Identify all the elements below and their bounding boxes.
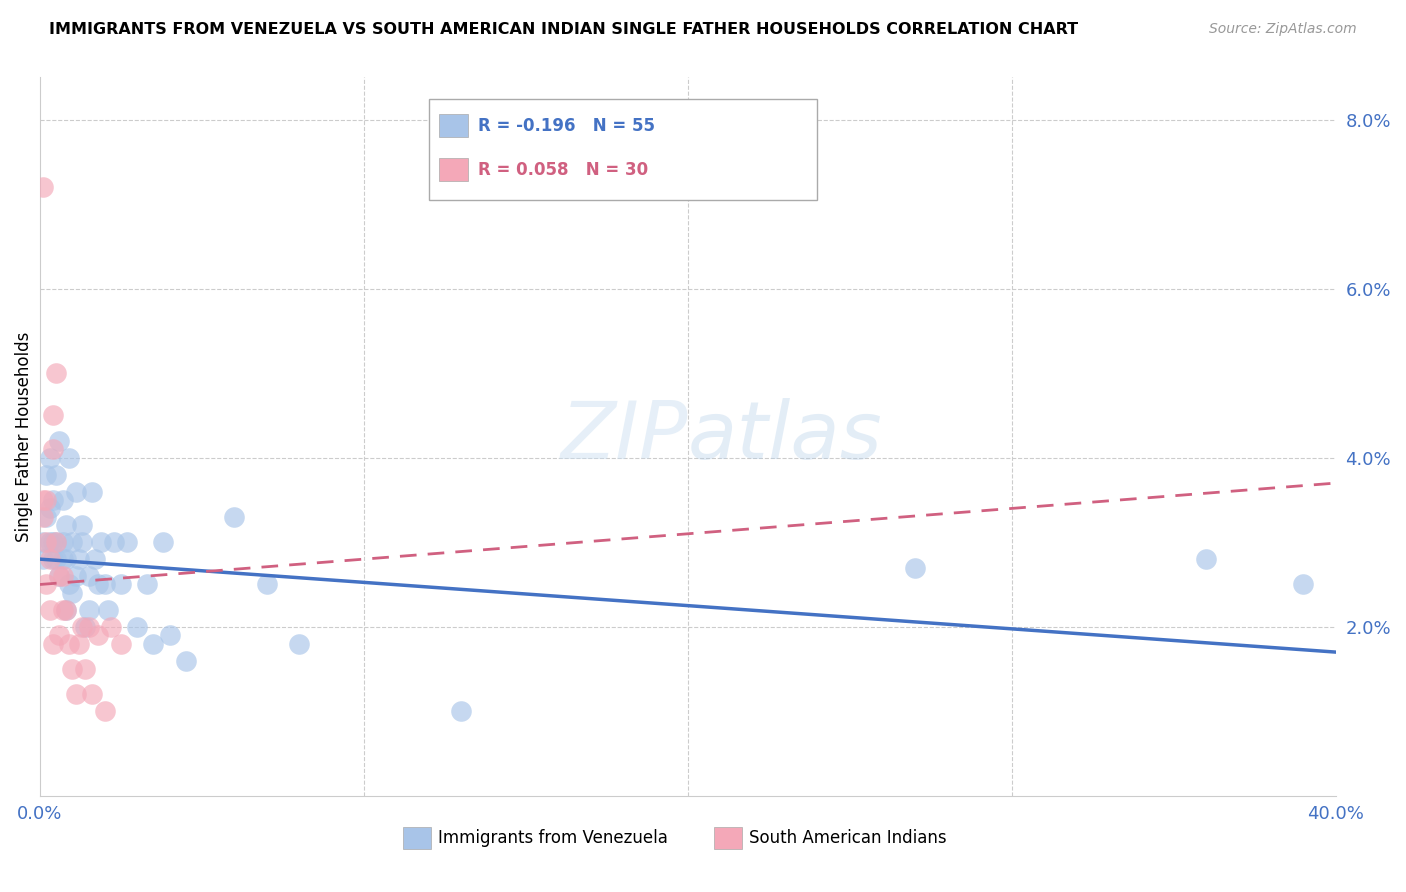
Point	[58, 637, 80, 651]
Point	[42, 493, 65, 508]
Y-axis label: Single Father Households: Single Father Households	[15, 332, 32, 541]
Point	[58, 577, 80, 591]
Text: R = -0.196   N = 55: R = -0.196 N = 55	[478, 117, 655, 135]
Point	[65, 484, 87, 499]
Point	[52, 569, 75, 583]
Point	[32, 493, 55, 508]
Text: atlas: atlas	[688, 398, 883, 475]
Point	[45, 535, 67, 549]
Point	[450, 704, 472, 718]
Point	[70, 620, 93, 634]
Point	[52, 552, 75, 566]
Point	[67, 637, 90, 651]
Point	[93, 704, 115, 718]
Point	[103, 535, 125, 549]
Point	[77, 603, 100, 617]
Text: R = 0.058   N = 30: R = 0.058 N = 30	[478, 161, 648, 179]
Point	[70, 535, 93, 549]
Point	[48, 569, 70, 583]
Point	[65, 569, 87, 583]
Point	[38, 603, 60, 617]
Point	[35, 509, 58, 524]
Point	[48, 628, 70, 642]
Point	[903, 560, 925, 574]
Point	[55, 603, 77, 617]
Point	[45, 467, 67, 482]
Point	[55, 552, 77, 566]
Point	[38, 501, 60, 516]
Point	[48, 569, 70, 583]
Point	[117, 535, 139, 549]
Point	[77, 620, 100, 634]
Point	[65, 687, 87, 701]
Point	[35, 535, 58, 549]
Point	[45, 535, 67, 549]
Point	[58, 450, 80, 465]
Point	[42, 535, 65, 549]
Point	[55, 603, 77, 617]
Point	[42, 552, 65, 566]
Point	[110, 577, 132, 591]
Point	[174, 654, 197, 668]
Point	[32, 180, 55, 194]
Text: ZIP: ZIP	[561, 398, 688, 475]
Point	[75, 620, 97, 634]
Point	[100, 620, 122, 634]
Point	[60, 586, 83, 600]
Point	[32, 509, 55, 524]
Point	[52, 603, 75, 617]
Point	[32, 535, 55, 549]
Point	[110, 637, 132, 651]
Text: IMMIGRANTS FROM VENEZUELA VS SOUTH AMERICAN INDIAN SINGLE FATHER HOUSEHOLDS CORR: IMMIGRANTS FROM VENEZUELA VS SOUTH AMERI…	[49, 22, 1078, 37]
Point	[35, 577, 58, 591]
Point	[75, 662, 97, 676]
Point	[42, 409, 65, 423]
Point	[42, 637, 65, 651]
Text: Source: ZipAtlas.com: Source: ZipAtlas.com	[1209, 22, 1357, 37]
Point	[93, 577, 115, 591]
Point	[1195, 552, 1218, 566]
Point	[84, 552, 107, 566]
Point	[142, 637, 165, 651]
Point	[87, 628, 110, 642]
Point	[45, 552, 67, 566]
Point	[224, 509, 246, 524]
Point	[80, 687, 103, 701]
Point	[77, 569, 100, 583]
Point	[52, 535, 75, 549]
Point	[87, 577, 110, 591]
Point	[45, 366, 67, 380]
Point	[135, 577, 157, 591]
Point	[42, 442, 65, 457]
Point	[1292, 577, 1315, 591]
Point	[38, 450, 60, 465]
Point	[35, 467, 58, 482]
Point	[67, 552, 90, 566]
Point	[35, 493, 58, 508]
Point	[152, 535, 174, 549]
Point	[97, 603, 120, 617]
Point	[52, 493, 75, 508]
Point	[80, 484, 103, 499]
Text: South American Indians: South American Indians	[749, 829, 946, 847]
Point	[38, 535, 60, 549]
Point	[288, 637, 311, 651]
Point	[60, 662, 83, 676]
Point	[38, 552, 60, 566]
Point	[256, 577, 278, 591]
Point	[60, 535, 83, 549]
Point	[48, 434, 70, 448]
Point	[70, 518, 93, 533]
Text: Immigrants from Venezuela: Immigrants from Venezuela	[437, 829, 668, 847]
Point	[55, 518, 77, 533]
Point	[90, 535, 112, 549]
Point	[127, 620, 149, 634]
Point	[159, 628, 181, 642]
Point	[32, 552, 55, 566]
